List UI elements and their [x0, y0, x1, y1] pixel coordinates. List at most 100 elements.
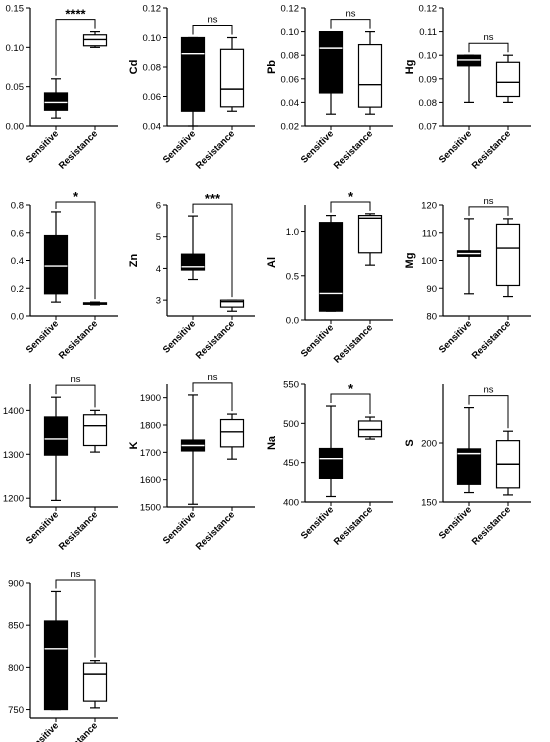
y-tick-label: 0.12 [419, 4, 438, 15]
box-sensitive [180, 36, 206, 112]
x-tick-label: Sensitive [437, 128, 474, 165]
y-tick-label: 0.06 [281, 74, 300, 85]
y-axis-title: S [404, 439, 416, 446]
y-axis-title: Fe [0, 254, 3, 267]
box-resistance [495, 223, 521, 287]
significance-bracket [468, 42, 509, 53]
box-resistance [82, 662, 108, 702]
significance-bracket [192, 25, 233, 35]
box-resistance [357, 215, 383, 254]
significance-bracket [468, 395, 509, 429]
box-sensitive [318, 447, 344, 479]
box-sensitive [43, 92, 69, 111]
y-axis-title: Cd [128, 60, 140, 75]
x-tick-label: Resistance [194, 128, 237, 171]
y-tick-label: 0.04 [281, 98, 300, 109]
y-tick-label: 0.12 [143, 4, 162, 15]
significance-label: * [73, 189, 79, 204]
x-tick-label: Sensitive [24, 509, 61, 546]
box-sensitive [318, 222, 344, 312]
y-axis-title: Mg [404, 253, 416, 269]
y-axis-title: Ca [0, 438, 3, 453]
y-tick-label: 200 [421, 439, 437, 450]
y-tick-label: 850 [8, 621, 24, 632]
y-tick-label: 500 [283, 419, 299, 430]
y-tick-label: 110 [422, 228, 437, 239]
significance-bracket [192, 203, 233, 298]
y-tick-label: 1600 [140, 475, 161, 486]
y-tick-label: 100 [421, 256, 437, 267]
y-tick-label: 0.08 [143, 63, 162, 74]
panel-pb: 0.02 0.04 0.06 0.08 0.10 0.12 Pb SensitiveResis… [266, 4, 393, 172]
y-tick-label: 450 [283, 458, 299, 469]
significance-label: ns [207, 15, 217, 26]
y-tick-label: 0.8 [11, 201, 24, 212]
y-tick-label: 90 [426, 284, 437, 295]
significance-label: ns [70, 569, 80, 580]
x-tick-label: Resistance [57, 318, 100, 361]
y-tick-label: 150 [421, 498, 437, 509]
y-tick-label: 0.04 [143, 122, 162, 133]
y-tick-label: 3 [156, 296, 161, 307]
significance-bracket [330, 393, 371, 415]
significance-label: ns [483, 196, 493, 207]
y-tick-label: 0.10 [419, 51, 438, 62]
y-tick-label: 80 [426, 312, 437, 323]
x-tick-label: Sensitive [437, 504, 474, 541]
significance-label: * [348, 189, 354, 204]
x-tick-label: Resistance [194, 509, 237, 552]
y-tick-label: 0.06 [143, 92, 162, 103]
y-tick-label: 0.07 [419, 122, 438, 133]
y-tick-label: 0.11 [419, 27, 437, 38]
panel-hg: 0.07 0.08 0.09 0.10 0.11 0.12 Hg SensitiveResis… [404, 4, 531, 172]
significance-label: * [348, 381, 354, 396]
y-tick-label: 0.10 [143, 33, 162, 44]
y-axis-title: Pb [266, 60, 278, 74]
y-tick-label: 1400 [3, 406, 24, 417]
y-tick-label: 900 [8, 579, 24, 590]
y-tick-label: 120 [421, 201, 437, 212]
box-sensitive [318, 31, 344, 94]
significance-bracket [468, 206, 509, 216]
significance-bracket [330, 201, 371, 213]
y-tick-label: 0.0 [11, 312, 24, 323]
box-resistance [357, 43, 383, 108]
box-resistance [219, 299, 245, 308]
significance-bracket [192, 382, 233, 412]
x-tick-label: Resistance [470, 318, 513, 361]
x-tick-label: Sensitive [24, 720, 61, 742]
x-tick-label: Resistance [57, 720, 100, 742]
y-axis-title: Hg [404, 60, 416, 75]
x-tick-label: Resistance [470, 504, 513, 547]
y-axis-title: Na [266, 435, 278, 450]
y-tick-label: 0.12 [281, 4, 300, 15]
box-sensitive [43, 620, 69, 711]
box-sensitive [180, 253, 206, 271]
y-tick-label: 400 [283, 498, 299, 509]
y-tick-label: 0.02 [281, 122, 300, 133]
significance-bracket [330, 19, 371, 29]
y-tick-label: 0.08 [281, 51, 300, 62]
significance-bracket [55, 384, 96, 408]
x-tick-label: Sensitive [24, 128, 61, 165]
y-tick-label: 0.00 [6, 122, 25, 133]
y-tick-label: 0.0 [286, 316, 299, 327]
box-resistance [82, 34, 108, 47]
significance-bracket [55, 201, 96, 300]
box-resistance [357, 420, 383, 438]
significance-label: ns [483, 32, 493, 43]
significance-label: ns [207, 372, 217, 383]
significance-label: ns [483, 385, 493, 396]
significance-label: **** [65, 7, 86, 22]
x-tick-label: Sensitive [24, 318, 61, 355]
y-tick-label: 1700 [140, 448, 161, 459]
y-tick-label: 5 [156, 232, 161, 243]
x-tick-label: Resistance [332, 504, 375, 547]
y-tick-label: 800 [8, 663, 24, 674]
